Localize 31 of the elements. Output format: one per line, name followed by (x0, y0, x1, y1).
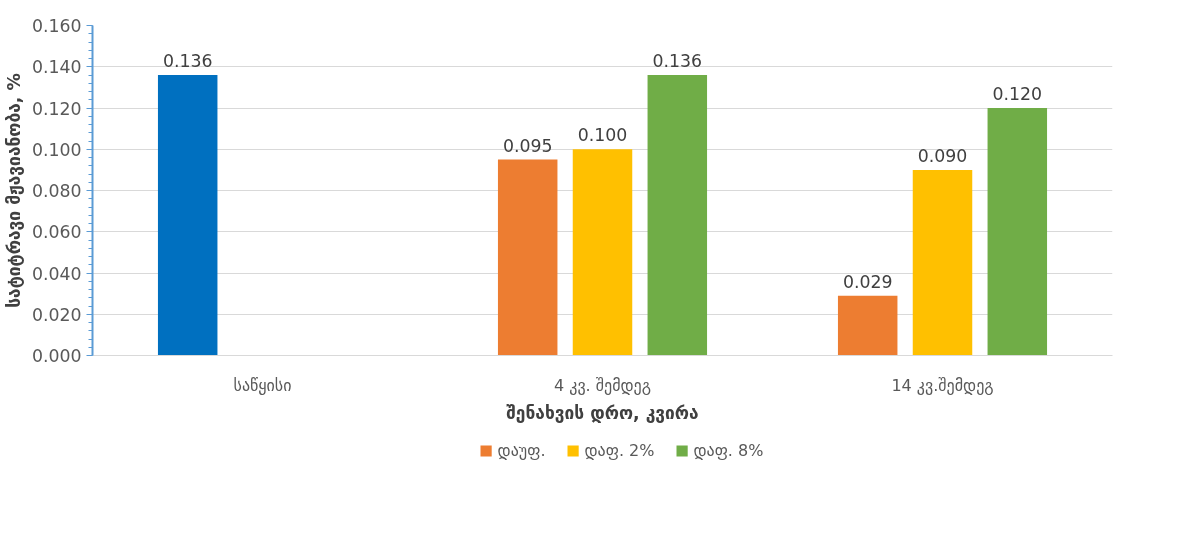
data-label: 0.090 (917, 145, 968, 166)
text: 0.000 (31, 346, 82, 366)
data-label: 0.136 (162, 51, 213, 71)
text: 0.080 (31, 181, 82, 201)
x-tick-label: საწყისი (233, 375, 292, 395)
bar (497, 159, 558, 356)
legend-label: დაფ. 8% (693, 440, 764, 460)
legend-label: დაფ. 2% (584, 440, 655, 460)
text: 0.100 (31, 139, 82, 160)
text: 0.120 (31, 98, 82, 119)
bar (912, 169, 973, 356)
bar (157, 75, 218, 356)
bar (572, 149, 633, 356)
text: 0.060 (31, 222, 82, 243)
bar (647, 75, 708, 356)
text: 0.140 (31, 57, 82, 78)
x-tick-label: 4 კვ. შემდეგ (553, 375, 652, 395)
text: 0.020 (31, 304, 82, 325)
data-label: 0.120 (992, 84, 1043, 104)
x-tick-label: 14 კვ.შემდეგ (891, 375, 994, 395)
legend-label: დაუფ. (497, 440, 546, 460)
data-label: 0.029 (842, 271, 893, 292)
text: 0.040 (31, 263, 82, 284)
y-axis-title: სატიტრავი მჟავიანობა, % (3, 73, 24, 308)
data-label: 0.136 (652, 51, 703, 71)
text: 0.160 (31, 16, 82, 36)
x-axis-title: შენახვის დრო, კვირა (506, 402, 699, 423)
bar (837, 295, 898, 356)
data-label: 0.095 (502, 135, 553, 156)
data-label: 0.100 (577, 125, 628, 146)
bar (987, 108, 1048, 356)
